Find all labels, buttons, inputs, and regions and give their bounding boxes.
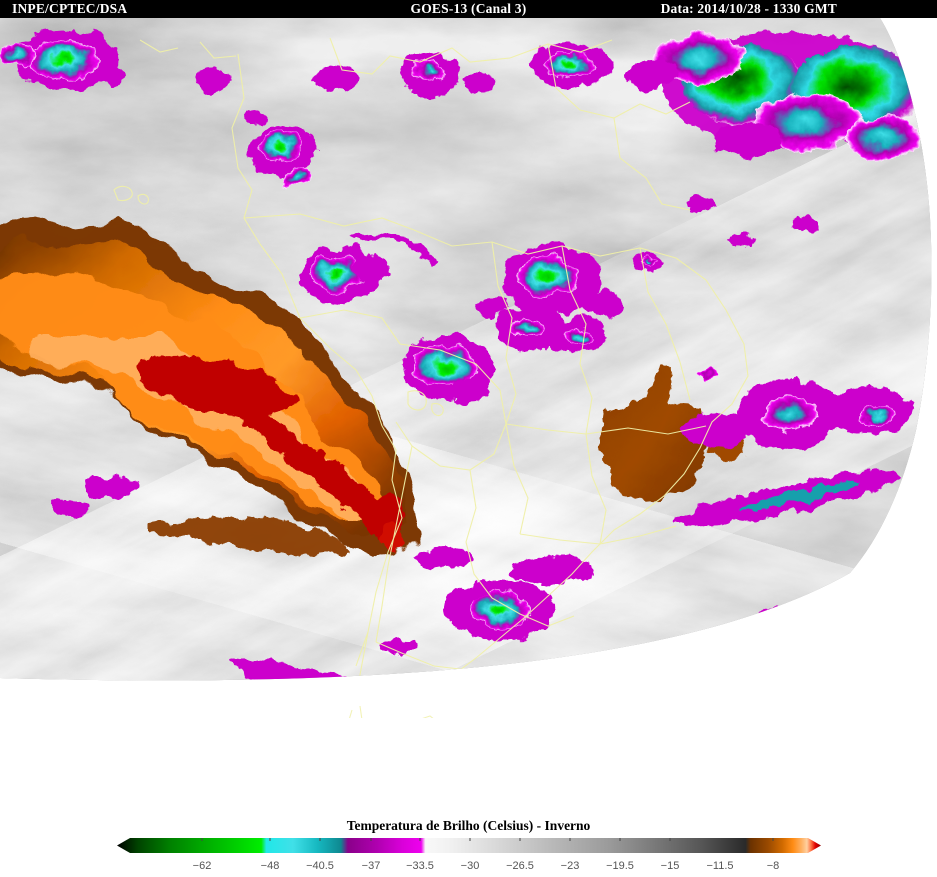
colorbar-tick-label: −37 — [361, 860, 381, 872]
colorbar-tick-label: −40.5 — [306, 860, 334, 872]
colorbar-tick-label: −33.5 — [406, 860, 434, 872]
colorbar-tick-label: −23 — [560, 860, 580, 872]
colorbar-title: Temperatura de Brilho (Celsius) - Invern… — [346, 818, 591, 833]
convective-cluster-tocantins — [476, 246, 626, 354]
colorbar-tick-label: −26.5 — [506, 860, 534, 872]
southern-coastline-outline — [349, 705, 434, 718]
convective-cluster-itcz — [626, 32, 922, 160]
datestamp-label: Data: 2014/10/28 - 1330 GMT — [660, 1, 837, 16]
colorbar-gradient — [117, 838, 821, 853]
colorbar-scale — [117, 838, 821, 853]
colorbar-tick-label: −48 — [260, 860, 280, 872]
warm-plume-secondary — [150, 518, 352, 556]
convective-cluster-mato-grosso — [402, 336, 494, 403]
convective-cells-northeast-coast — [632, 196, 820, 380]
convective-cluster-north-amazon — [0, 30, 124, 90]
colorbar-block: Temperatura de Brilho (Celsius) - Invern… — [0, 818, 937, 877]
colorbar-tick-label: −30 — [460, 860, 480, 872]
agency-label: INPE/CPTEC/DSA — [12, 1, 128, 16]
warm-plume-hot-core — [135, 355, 404, 552]
convective-cluster-rondonia — [300, 232, 436, 304]
convective-cluster-ecuador — [244, 111, 316, 188]
infrared-satellite-image — [0, 18, 937, 718]
colorbar-tick-label: −62 — [192, 860, 212, 872]
header-bar: INPE/CPTEC/DSA GOES-13 (Canal 3) Data: 2… — [0, 0, 937, 18]
convective-cluster-atlantic-coast — [684, 380, 912, 448]
colorbar-tick-label: −8 — [766, 860, 780, 872]
convective-cluster-peru-north — [194, 44, 614, 96]
colorbar-tick-label: −19.5 — [606, 860, 634, 872]
political-borders — [113, 37, 749, 681]
satellite-image-panel — [0, 18, 937, 718]
earth-disk-data — [0, 18, 932, 681]
colorbar-tick-label: −15 — [660, 860, 680, 872]
satellite-label: GOES-13 (Canal 3) — [410, 1, 527, 16]
colorbar-wrap: −62 −48 −40.5 −37 −33.5 −30 −26.5 −23 −19.5 −15 −1… — [0, 836, 937, 877]
colorbar-tick-label: −11.5 — [706, 860, 734, 872]
colorbar-ticks — [201, 838, 774, 841]
